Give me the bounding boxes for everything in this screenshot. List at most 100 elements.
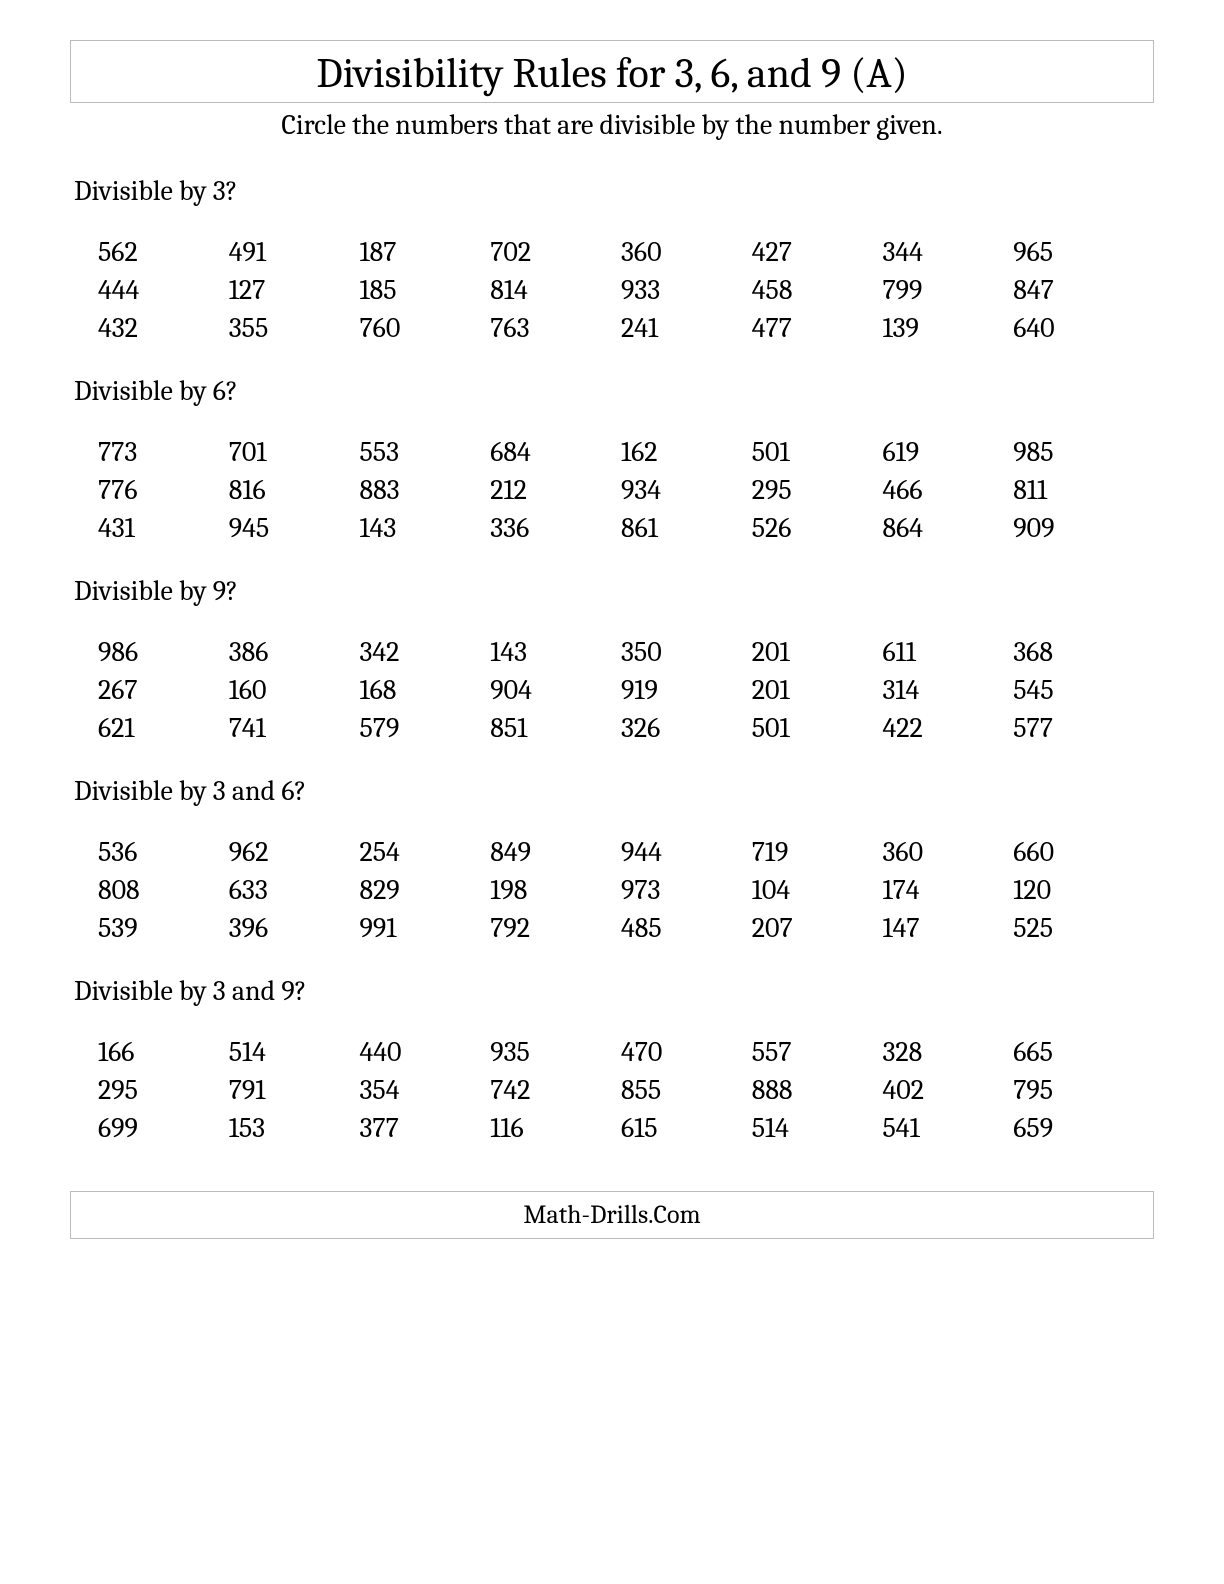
number-cell: 444	[98, 271, 229, 309]
number-cell: 501	[752, 433, 883, 471]
number-cell: 336	[490, 509, 621, 547]
number-cell: 541	[883, 1109, 1014, 1147]
number-cell: 143	[360, 509, 491, 547]
number-cell: 684	[490, 433, 621, 471]
number-cell: 861	[621, 509, 752, 547]
sections-container: Divisible by 3?5624911877023604273449654…	[70, 175, 1154, 1147]
number-cell: 187	[360, 233, 491, 271]
number-cell: 254	[360, 833, 491, 871]
number-cell: 514	[229, 1033, 360, 1071]
number-cell: 104	[752, 871, 883, 909]
number-cell: 396	[229, 909, 360, 947]
number-cell: 816	[229, 471, 360, 509]
number-cell: 139	[883, 309, 1014, 347]
number-cell: 792	[490, 909, 621, 947]
worksheet-section: Divisible by 6?7737015536841625016199857…	[70, 375, 1154, 547]
number-cell: 377	[360, 1109, 491, 1147]
number-cell: 719	[752, 833, 883, 871]
page-title: Divisibility Rules for 3, 6, and 9 (A)	[71, 49, 1153, 98]
number-cell: 440	[360, 1033, 491, 1071]
number-cell: 545	[1013, 671, 1144, 709]
section-label: Divisible by 3 and 9?	[70, 975, 1154, 1007]
number-cell: 514	[752, 1109, 883, 1147]
number-cell: 267	[98, 671, 229, 709]
number-cell: 962	[229, 833, 360, 871]
number-cell: 864	[883, 509, 1014, 547]
number-cell: 701	[229, 433, 360, 471]
number-cell: 326	[621, 709, 752, 747]
number-cell: 295	[98, 1071, 229, 1109]
number-cell: 201	[752, 633, 883, 671]
footer-container: Math-Drills.Com	[70, 1191, 1154, 1239]
number-cell: 127	[229, 271, 360, 309]
number-cell: 354	[360, 1071, 491, 1109]
number-cell: 427	[752, 233, 883, 271]
number-cell: 935	[490, 1033, 621, 1071]
number-cell: 536	[98, 833, 229, 871]
number-cell: 808	[98, 871, 229, 909]
number-cell: 470	[621, 1033, 752, 1071]
number-cell: 350	[621, 633, 752, 671]
page-subtitle: Circle the numbers that are divisible by…	[70, 109, 1154, 141]
number-cell: 855	[621, 1071, 752, 1109]
number-cell: 742	[490, 1071, 621, 1109]
number-cell: 466	[883, 471, 1014, 509]
title-container: Divisibility Rules for 3, 6, and 9 (A)	[70, 40, 1154, 103]
number-cell: 342	[360, 633, 491, 671]
number-cell: 153	[229, 1109, 360, 1147]
number-cell: 883	[360, 471, 491, 509]
number-cell: 699	[98, 1109, 229, 1147]
number-cell: 241	[621, 309, 752, 347]
number-cell: 799	[883, 271, 1014, 309]
number-cell: 888	[752, 1071, 883, 1109]
number-cell: 973	[621, 871, 752, 909]
number-grid: 1665144409354705573286652957913547428558…	[70, 1033, 1154, 1147]
section-label: Divisible by 6?	[70, 375, 1154, 407]
number-cell: 295	[752, 471, 883, 509]
number-cell: 174	[883, 871, 1014, 909]
number-cell: 328	[883, 1033, 1014, 1071]
number-cell: 207	[752, 909, 883, 947]
number-cell: 985	[1013, 433, 1144, 471]
number-cell: 763	[490, 309, 621, 347]
number-cell: 501	[752, 709, 883, 747]
number-cell: 553	[360, 433, 491, 471]
number-cell: 386	[229, 633, 360, 671]
number-cell: 829	[360, 871, 491, 909]
footer-text: Math-Drills.Com	[71, 1200, 1153, 1230]
number-cell: 557	[752, 1033, 883, 1071]
number-cell: 760	[360, 309, 491, 347]
number-cell: 198	[490, 871, 621, 909]
worksheet-section: Divisible by 3?5624911877023604273449654…	[70, 175, 1154, 347]
number-cell: 185	[360, 271, 491, 309]
number-cell: 491	[229, 233, 360, 271]
number-cell: 633	[229, 871, 360, 909]
number-cell: 143	[490, 633, 621, 671]
number-cell: 579	[360, 709, 491, 747]
number-cell: 909	[1013, 509, 1144, 547]
number-cell: 525	[1013, 909, 1144, 947]
number-cell: 904	[490, 671, 621, 709]
number-cell: 776	[98, 471, 229, 509]
number-cell: 201	[752, 671, 883, 709]
number-cell: 422	[883, 709, 1014, 747]
number-cell: 640	[1013, 309, 1144, 347]
number-cell: 402	[883, 1071, 1014, 1109]
section-label: Divisible by 3?	[70, 175, 1154, 207]
number-cell: 562	[98, 233, 229, 271]
number-cell: 360	[883, 833, 1014, 871]
number-cell: 355	[229, 309, 360, 347]
number-cell: 166	[98, 1033, 229, 1071]
number-grid: 5369622548499447193606608086338291989731…	[70, 833, 1154, 947]
number-cell: 344	[883, 233, 1014, 271]
number-cell: 360	[621, 233, 752, 271]
number-cell: 811	[1013, 471, 1144, 509]
number-cell: 615	[621, 1109, 752, 1147]
number-cell: 621	[98, 709, 229, 747]
section-label: Divisible by 9?	[70, 575, 1154, 607]
number-grid: 9863863421433502016113682671601689049192…	[70, 633, 1154, 747]
number-cell: 795	[1013, 1071, 1144, 1109]
number-cell: 160	[229, 671, 360, 709]
number-cell: 485	[621, 909, 752, 947]
number-cell: 611	[883, 633, 1014, 671]
